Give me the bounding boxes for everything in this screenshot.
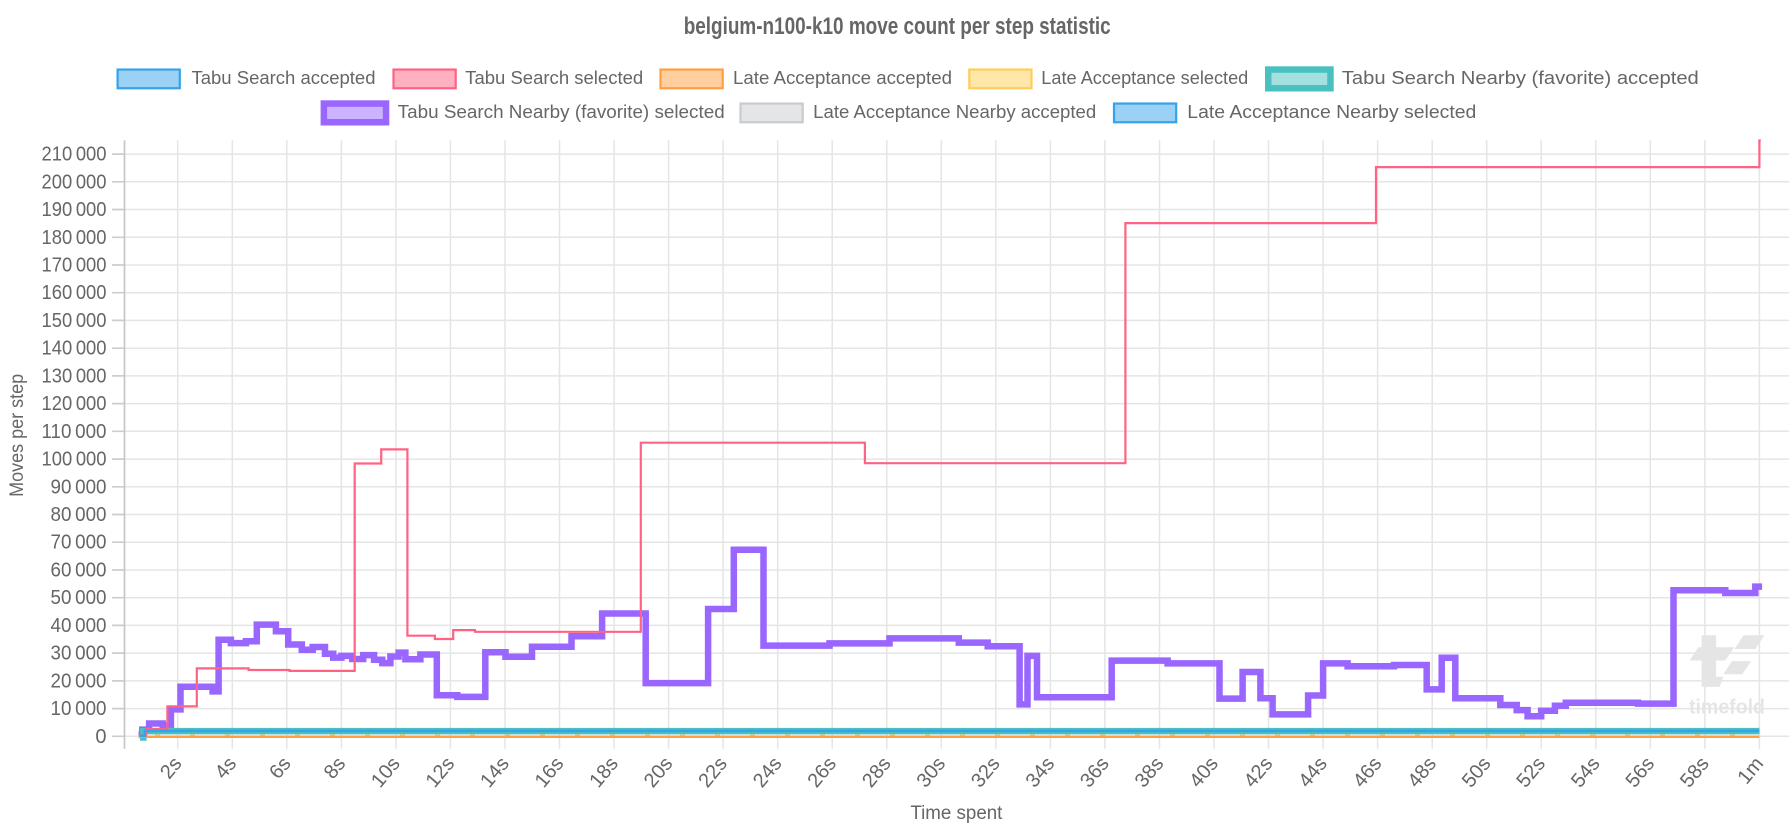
svg-text:160 000: 160 000 — [42, 282, 107, 304]
svg-text:20 000: 20 000 — [51, 670, 107, 692]
svg-text:0: 0 — [95, 726, 106, 748]
svg-text:30 000: 30 000 — [51, 643, 107, 665]
svg-text:70 000: 70 000 — [51, 532, 107, 554]
svg-text:140 000: 140 000 — [42, 338, 107, 360]
svg-text:100 000: 100 000 — [42, 449, 107, 471]
svg-text:Tabu Search selected: Tabu Search selected — [465, 68, 643, 88]
svg-text:150 000: 150 000 — [42, 310, 107, 332]
svg-text:Tabu Search Nearby (favorite): Tabu Search Nearby (favorite) accepted — [1342, 68, 1699, 88]
svg-text:Moves per step: Moves per step — [7, 374, 28, 497]
svg-text:180 000: 180 000 — [42, 227, 107, 249]
svg-text:200 000: 200 000 — [42, 171, 107, 193]
svg-text:120 000: 120 000 — [42, 393, 107, 415]
svg-text:Time spent: Time spent — [910, 803, 1003, 824]
svg-text:Late Acceptance selected: Late Acceptance selected — [1041, 68, 1248, 88]
svg-text:190 000: 190 000 — [42, 199, 107, 221]
svg-text:10 000: 10 000 — [51, 698, 107, 720]
svg-text:Late Acceptance Nearby selecte: Late Acceptance Nearby selected — [1187, 102, 1476, 122]
svg-text:90 000: 90 000 — [51, 476, 107, 498]
svg-text:Tabu Search Nearby (favorite): Tabu Search Nearby (favorite) selected — [398, 102, 725, 122]
svg-text:130 000: 130 000 — [42, 365, 107, 387]
svg-text:Tabu Search accepted: Tabu Search accepted — [192, 68, 376, 88]
svg-text:Late Acceptance accepted: Late Acceptance accepted — [733, 68, 952, 88]
svg-text:40 000: 40 000 — [51, 615, 107, 637]
svg-text:80 000: 80 000 — [51, 504, 107, 526]
svg-text:timefold: timefold — [1689, 697, 1765, 719]
svg-text:50 000: 50 000 — [51, 587, 107, 609]
svg-text:belgium-n100-k10 move count pe: belgium-n100-k10 move count per step sta… — [684, 13, 1111, 40]
svg-text:170 000: 170 000 — [42, 255, 107, 277]
svg-text:Late Acceptance Nearby accepte: Late Acceptance Nearby accepted — [813, 102, 1096, 122]
svg-text:110 000: 110 000 — [42, 421, 107, 443]
svg-text:210 000: 210 000 — [42, 144, 107, 166]
svg-text:60 000: 60 000 — [51, 560, 107, 582]
